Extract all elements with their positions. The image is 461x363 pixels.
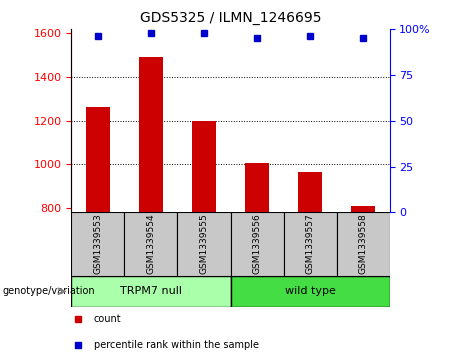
Bar <box>139 57 163 212</box>
Bar <box>337 212 390 276</box>
Text: TRPM7 null: TRPM7 null <box>120 286 182 296</box>
Bar <box>177 212 230 276</box>
Text: percentile rank within the sample: percentile rank within the sample <box>94 340 259 350</box>
Bar <box>71 212 124 276</box>
Text: wild type: wild type <box>284 286 336 296</box>
Bar <box>298 172 322 212</box>
Bar <box>245 163 269 212</box>
Bar <box>351 206 375 212</box>
Bar <box>192 121 216 212</box>
Bar <box>284 212 337 276</box>
Title: GDS5325 / ILMN_1246695: GDS5325 / ILMN_1246695 <box>140 11 321 25</box>
Text: count: count <box>94 314 121 325</box>
Text: GSM1339556: GSM1339556 <box>253 214 261 274</box>
Bar <box>71 276 230 307</box>
Text: GSM1339554: GSM1339554 <box>147 214 155 274</box>
Bar <box>124 212 177 276</box>
Text: genotype/variation: genotype/variation <box>2 286 95 296</box>
Bar <box>230 276 390 307</box>
Text: GSM1339555: GSM1339555 <box>200 214 208 274</box>
Text: GSM1339557: GSM1339557 <box>306 214 314 274</box>
Text: GSM1339558: GSM1339558 <box>359 214 367 274</box>
Bar <box>230 212 284 276</box>
Text: GSM1339553: GSM1339553 <box>94 214 102 274</box>
Bar <box>86 106 110 212</box>
